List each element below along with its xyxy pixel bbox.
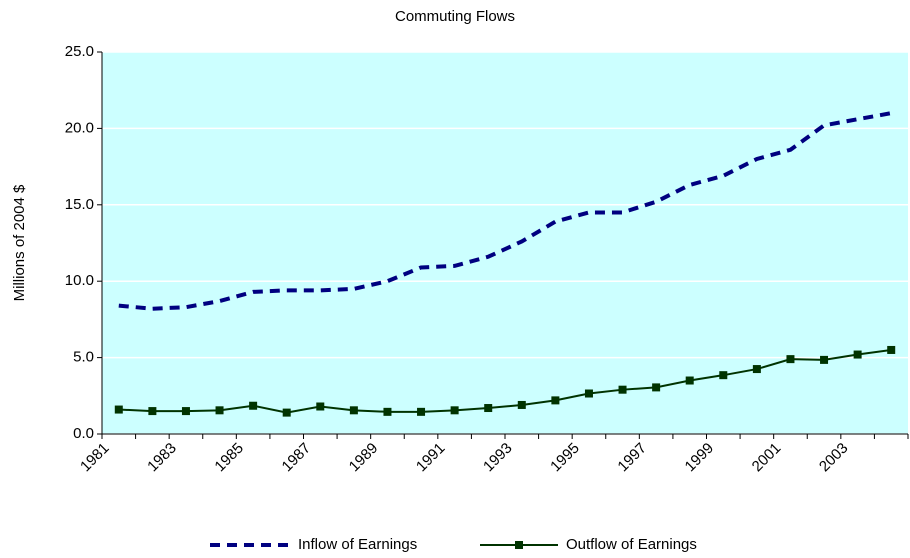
point-marker (282, 408, 291, 417)
point-marker (517, 400, 526, 409)
point-marker (618, 385, 627, 394)
point-marker (316, 402, 325, 411)
plot-area (102, 52, 908, 434)
y-tick-label: 5.0 (73, 349, 94, 366)
legend-label: Outflow of Earnings (566, 536, 697, 553)
point-marker (215, 406, 224, 415)
x-tick-label: 1993 (480, 440, 516, 476)
point-marker (181, 407, 190, 416)
y-tick-label: 25.0 (65, 43, 94, 60)
point-marker (450, 406, 459, 415)
point-marker (114, 405, 123, 414)
y-tick-label: 20.0 (65, 119, 94, 136)
y-tick-label: 10.0 (65, 272, 94, 289)
point-marker (249, 401, 258, 410)
x-tick-label: 1981 (77, 440, 113, 476)
point-marker (584, 389, 593, 398)
x-tick-label: 1995 (547, 440, 583, 476)
point-marker (887, 345, 896, 354)
x-tick-label: 1989 (346, 440, 382, 476)
point-marker (820, 355, 829, 364)
x-tick-label: 2001 (749, 440, 785, 476)
chart-title: Commuting Flows (395, 8, 515, 25)
x-tick-label: 1991 (413, 440, 449, 476)
y-tick-label: 15.0 (65, 196, 94, 213)
point-marker (551, 396, 560, 405)
x-tick-label: 1999 (682, 440, 718, 476)
point-marker (484, 404, 493, 413)
point-marker (349, 406, 358, 415)
y-tick-label: 0.0 (73, 425, 94, 442)
point-marker (652, 383, 661, 392)
point-marker (148, 407, 157, 416)
x-tick-label: 1997 (614, 440, 650, 476)
y-axis-label: Millions of 2004 $ (11, 184, 28, 301)
point-marker (417, 407, 426, 416)
point-marker (752, 365, 761, 374)
x-tick-label: 1985 (211, 440, 247, 476)
x-tick-label: 1983 (144, 440, 180, 476)
series-line (118, 348, 892, 414)
x-tick-label: 2003 (816, 440, 852, 476)
point-marker (853, 350, 862, 359)
legend-label: Inflow of Earnings (298, 536, 417, 553)
x-tick-label: 1987 (279, 440, 315, 476)
point-marker (383, 407, 392, 416)
legend-marker (515, 541, 523, 549)
point-marker (786, 355, 795, 364)
point-marker (719, 371, 728, 380)
series-line (118, 111, 892, 311)
point-marker (685, 376, 694, 385)
